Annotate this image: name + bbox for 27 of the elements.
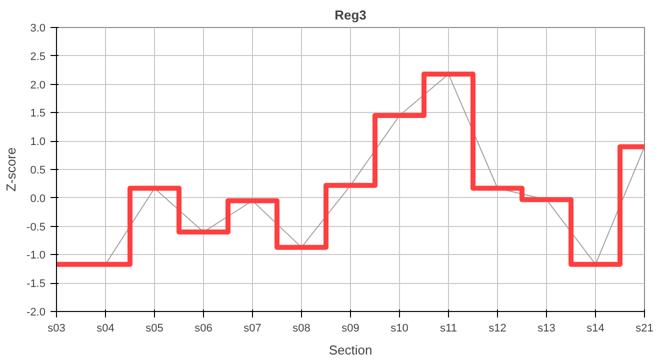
x-tick-label: s13: [538, 322, 556, 334]
y-tick-label: 1.0: [30, 136, 46, 148]
y-tick-label: 2.5: [30, 50, 46, 63]
chart-title: Reg3: [334, 8, 366, 22]
x-tick-label: s04: [96, 322, 114, 334]
x-tick-label: s21: [636, 322, 654, 334]
x-tick-label: s11: [440, 322, 457, 334]
y-tick-label: -1.0: [26, 250, 46, 262]
y-tick-label: 0.0: [30, 192, 46, 205]
y-tick-label: -0.5: [26, 221, 46, 234]
y-tick-label: 0.5: [30, 164, 46, 176]
x-tick-label: s07: [244, 322, 262, 334]
x-tick-label: s12: [488, 322, 506, 334]
x-tick-label: s09: [342, 322, 360, 334]
y-tick-label: -1.5: [26, 278, 46, 290]
x-tick-label: s03: [48, 322, 66, 334]
x-tick-label: s06: [194, 322, 212, 334]
x-tick-label: s14: [586, 322, 604, 334]
x-tick-label: s10: [390, 322, 408, 334]
x-tick-label: s05: [146, 322, 164, 334]
y-tick-label: 3.0: [30, 22, 46, 34]
x-axis-title: Section: [328, 342, 372, 358]
y-tick-label: 1.5: [30, 108, 46, 120]
y-tick-label: 2.0: [30, 79, 46, 92]
y-tick-label: -2.0: [26, 306, 46, 318]
x-tick-label: s08: [292, 322, 310, 334]
y-axis-title: Z-score: [4, 147, 19, 192]
